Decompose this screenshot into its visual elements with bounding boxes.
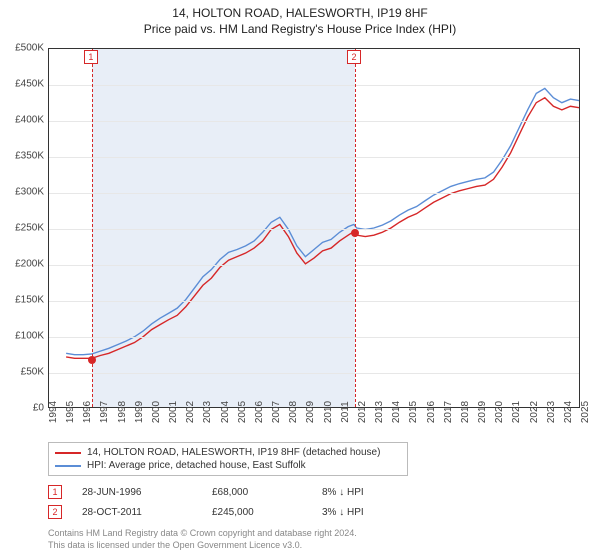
xtick-label: 2016 [426, 401, 437, 423]
plot-area [48, 48, 580, 408]
xtick-label: 2023 [546, 401, 557, 423]
datapoint-price: £68,000 [212, 487, 322, 498]
datapoint-row: 1 28-JUN-1996£68,0008% ↓ HPI [48, 482, 580, 502]
xtick-label: 2019 [477, 401, 488, 423]
gridline [49, 85, 579, 86]
marker-dot [351, 229, 359, 237]
xtick-label: 1995 [65, 401, 76, 423]
xtick-label: 2021 [511, 401, 522, 423]
legend-swatch [55, 465, 81, 467]
gridline [49, 337, 579, 338]
xtick-label: 2010 [323, 401, 334, 423]
xtick-label: 2018 [460, 401, 471, 423]
ytick-label: £200K [15, 259, 44, 270]
xtick-label: 2008 [288, 401, 299, 423]
legend: 14, HOLTON ROAD, HALESWORTH, IP19 8HF (d… [48, 442, 408, 476]
ytick-label: £350K [15, 151, 44, 162]
xtick-label: 2014 [391, 401, 402, 423]
gridline [49, 301, 579, 302]
gridline [49, 157, 579, 158]
ytick-label: £100K [15, 331, 44, 342]
x-axis: 1994199519961997199819992000200120022003… [48, 410, 580, 444]
xtick-label: 2017 [443, 401, 454, 423]
xtick-label: 2015 [408, 401, 419, 423]
xtick-label: 2020 [494, 401, 505, 423]
gridline [49, 373, 579, 374]
datapoint-date: 28-OCT-2011 [82, 507, 212, 518]
ytick-label: £300K [15, 187, 44, 198]
xtick-label: 2009 [305, 401, 316, 423]
attribution-line2: This data is licensed under the Open Gov… [48, 540, 580, 552]
chart-container: 14, HOLTON ROAD, HALESWORTH, IP19 8HF Pr… [0, 0, 600, 560]
datapoint-date: 28-JUN-1996 [82, 487, 212, 498]
xtick-label: 2002 [185, 401, 196, 423]
title-main: 14, HOLTON ROAD, HALESWORTH, IP19 8HF [0, 6, 600, 22]
xtick-label: 2006 [254, 401, 265, 423]
datapoint-row: 2 28-OCT-2011£245,0003% ↓ HPI [48, 502, 580, 522]
ytick-label: £250K [15, 223, 44, 234]
xtick-label: 2003 [202, 401, 213, 423]
marker-vline [92, 49, 93, 407]
xtick-label: 2004 [220, 401, 231, 423]
xtick-label: 2011 [340, 401, 351, 423]
legend-label: 14, HOLTON ROAD, HALESWORTH, IP19 8HF (d… [87, 447, 380, 458]
xtick-label: 1997 [99, 401, 110, 423]
ytick-label: £0 [33, 403, 44, 414]
xtick-label: 2022 [529, 401, 540, 423]
datapoint-pct: 8% ↓ HPI [322, 487, 402, 498]
xtick-label: 2000 [151, 401, 162, 423]
xtick-label: 1996 [82, 401, 93, 423]
xtick-label: 2012 [357, 401, 368, 423]
ytick-label: £500K [15, 43, 44, 54]
marker-dot [88, 356, 96, 364]
gridline [49, 193, 579, 194]
legend-label: HPI: Average price, detached house, East… [87, 460, 306, 471]
xtick-label: 2001 [168, 401, 179, 423]
legend-item: HPI: Average price, detached house, East… [55, 459, 401, 472]
ytick-label: £150K [15, 295, 44, 306]
y-axis: £0£50K£100K£150K£200K£250K£300K£350K£400… [0, 48, 46, 408]
xtick-label: 2024 [563, 401, 574, 423]
legend-item: 14, HOLTON ROAD, HALESWORTH, IP19 8HF (d… [55, 446, 401, 459]
ytick-label: £450K [15, 79, 44, 90]
xtick-label: 2007 [271, 401, 282, 423]
xtick-label: 2025 [580, 401, 591, 423]
attribution: Contains HM Land Registry data © Crown c… [48, 528, 580, 551]
marker-box: 2 [347, 50, 361, 64]
legend-swatch [55, 452, 81, 454]
xtick-label: 1998 [117, 401, 128, 423]
ytick-label: £50K [21, 367, 44, 378]
marker-box: 1 [84, 50, 98, 64]
datapoint-pct: 3% ↓ HPI [322, 507, 402, 518]
datapoint-price: £245,000 [212, 507, 322, 518]
datapoint-marker-box: 2 [48, 505, 62, 519]
xtick-label: 1994 [48, 401, 59, 423]
title-sub: Price paid vs. HM Land Registry's House … [0, 22, 600, 38]
title-block: 14, HOLTON ROAD, HALESWORTH, IP19 8HF Pr… [0, 0, 600, 37]
gridline [49, 121, 579, 122]
datapoint-marker-box: 1 [48, 485, 62, 499]
attribution-line1: Contains HM Land Registry data © Crown c… [48, 528, 580, 540]
xtick-label: 1999 [134, 401, 145, 423]
series-line [66, 98, 579, 359]
datapoint-table: 1 28-JUN-1996£68,0008% ↓ HPI 2 28-OCT-2011£… [48, 482, 580, 522]
gridline [49, 265, 579, 266]
xtick-label: 2013 [374, 401, 385, 423]
chart-svg [49, 49, 579, 407]
ytick-label: £400K [15, 115, 44, 126]
gridline [49, 229, 579, 230]
xtick-label: 2005 [237, 401, 248, 423]
series-line [66, 88, 579, 354]
